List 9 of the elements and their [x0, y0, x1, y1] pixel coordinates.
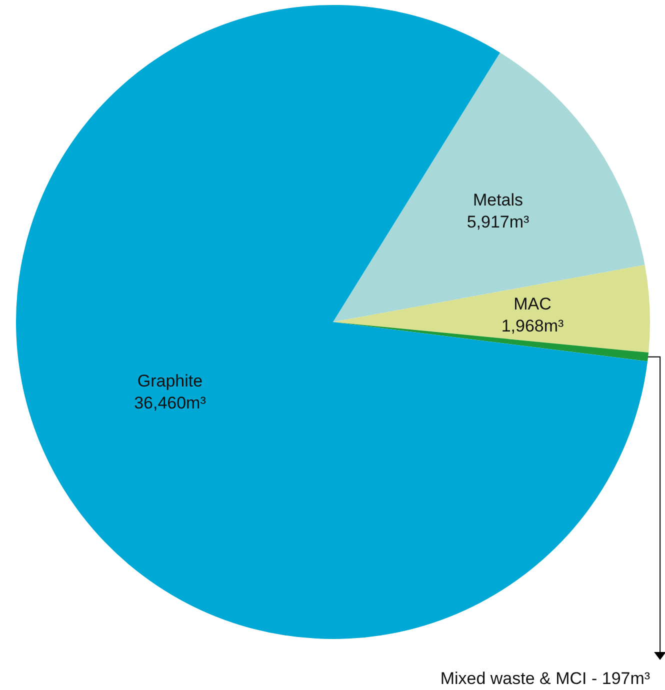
slice-label: Graphite — [137, 371, 203, 390]
slice-label: Metals — [472, 190, 524, 210]
slice-label: MAC — [514, 294, 552, 314]
slice-label: Mixed waste & MCI - 197m³ — [440, 669, 650, 688]
data-label: 5,917m³ — [466, 212, 530, 232]
data-label: 36,460m³ — [134, 393, 206, 412]
pie-slice — [16, 5, 648, 639]
data-label: 1,968m³ — [501, 316, 564, 336]
pie-slice — [333, 264, 650, 353]
